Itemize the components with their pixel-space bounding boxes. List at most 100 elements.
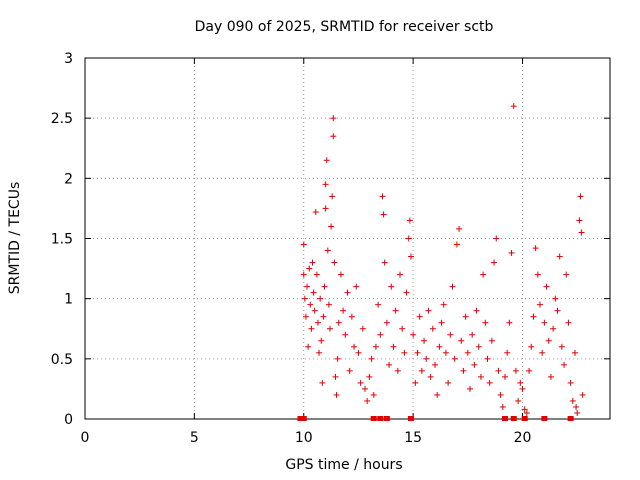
data-point — [552, 295, 559, 302]
y-tick-label: 0 — [64, 412, 73, 428]
data-point — [302, 313, 309, 320]
zero-marker — [502, 416, 508, 421]
data-point — [504, 349, 511, 356]
data-point — [346, 367, 353, 374]
zero-marker — [370, 416, 377, 421]
data-point — [318, 337, 325, 344]
data-point — [523, 409, 530, 416]
data-point — [397, 271, 403, 278]
data-point — [405, 235, 412, 242]
data-point — [333, 391, 340, 398]
data-point — [537, 301, 543, 308]
data-point — [366, 373, 373, 380]
data-point — [327, 325, 333, 332]
data-point — [321, 283, 328, 290]
data-point — [388, 283, 395, 290]
data-point — [390, 343, 397, 350]
data-point — [328, 223, 335, 230]
data-point — [421, 337, 428, 344]
data-point — [383, 319, 390, 326]
data-point — [427, 373, 434, 380]
data-point — [508, 249, 515, 256]
data-point — [332, 373, 339, 380]
data-point — [314, 319, 321, 326]
data-point — [308, 325, 315, 332]
data-point — [319, 379, 326, 386]
data-point — [539, 349, 546, 356]
data-point — [418, 367, 425, 374]
data-point — [406, 217, 413, 224]
data-point — [528, 343, 535, 350]
data-point — [310, 289, 317, 296]
data-point — [407, 253, 414, 260]
data-point — [306, 265, 313, 272]
data-point — [325, 301, 332, 308]
y-tick-label: 1.5 — [51, 232, 73, 248]
data-point — [311, 307, 318, 314]
data-point — [579, 391, 586, 398]
x-tick-label: 0 — [81, 430, 90, 446]
data-point — [545, 337, 552, 344]
zero-marker — [377, 416, 384, 421]
data-point — [493, 235, 500, 242]
data-point — [425, 307, 432, 314]
data-point — [416, 313, 423, 320]
data-point — [331, 259, 338, 266]
data-point — [506, 319, 513, 326]
data-point — [565, 319, 572, 326]
data-point — [436, 343, 443, 350]
data-point — [547, 373, 554, 380]
y-tick-label: 0.5 — [51, 352, 73, 368]
data-point — [392, 307, 399, 314]
data-point — [445, 379, 452, 386]
data-point — [379, 193, 386, 200]
data-point — [561, 361, 568, 368]
data-point — [423, 355, 430, 362]
data-point — [375, 301, 382, 308]
zero-marker — [521, 416, 528, 421]
y-axis-label: SRMTID / TECUs — [7, 182, 23, 295]
data-point — [451, 355, 458, 362]
data-point — [362, 385, 368, 392]
data-point — [329, 193, 336, 200]
data-point — [348, 313, 355, 320]
data-point — [550, 325, 557, 332]
data-point — [512, 367, 519, 374]
plot-frame — [84, 57, 611, 420]
data-point — [401, 349, 408, 356]
data-point — [578, 229, 585, 236]
data-point — [517, 379, 524, 386]
zero-marker — [541, 416, 548, 421]
data-point — [515, 397, 522, 404]
data-point — [351, 343, 358, 350]
data-point — [482, 319, 489, 326]
data-point — [456, 225, 463, 232]
data-point — [300, 271, 307, 278]
data-point — [486, 379, 493, 386]
grid-lines — [85, 58, 610, 419]
y-tick-label: 1 — [64, 292, 73, 308]
x-tick-label: 5 — [190, 430, 199, 446]
data-point — [344, 289, 351, 296]
data-point — [322, 205, 329, 212]
data-point — [569, 397, 576, 404]
data-point — [469, 331, 476, 338]
data-point — [429, 325, 436, 332]
data-point — [567, 379, 574, 386]
data-point — [386, 361, 393, 368]
data-point — [353, 283, 360, 290]
data-point — [355, 349, 362, 356]
data-point — [342, 331, 349, 338]
data-point — [300, 241, 307, 248]
data-point — [307, 301, 314, 308]
data-point — [475, 343, 482, 350]
data-point — [305, 343, 312, 350]
data-point — [447, 331, 454, 338]
data-point — [381, 259, 388, 266]
chart-title: Day 090 of 2025, SRMTID for receiver sct… — [195, 19, 494, 35]
data-point — [432, 361, 438, 368]
data-point — [403, 289, 410, 296]
data-points — [297, 103, 586, 421]
zero-marker — [407, 416, 414, 421]
data-point — [359, 325, 366, 332]
